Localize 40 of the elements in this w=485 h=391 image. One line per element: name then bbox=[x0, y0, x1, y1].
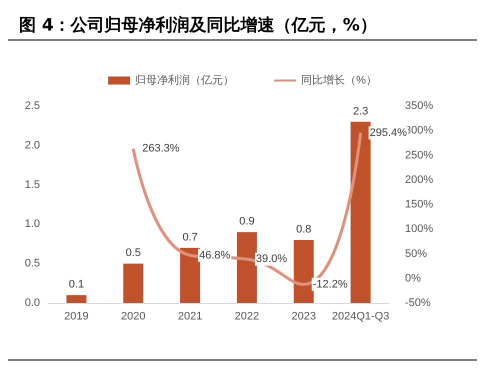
y2-tick-label: 350% bbox=[405, 100, 434, 112]
data-label: 0.1 bbox=[68, 278, 84, 291]
data-label: 0.9 bbox=[239, 216, 255, 228]
x-tick-label: 2024Q1-Q3 bbox=[332, 310, 390, 322]
y-tick-label: 0.5 bbox=[24, 258, 40, 270]
data-label: -12.2% bbox=[312, 278, 348, 290]
bar bbox=[123, 264, 144, 303]
data-label: 0.7 bbox=[182, 231, 198, 244]
bar bbox=[294, 240, 314, 303]
y2-tick-label: 250% bbox=[405, 149, 434, 162]
y2-tick-label: 50% bbox=[405, 248, 428, 260]
y2-tick-label: 0% bbox=[405, 272, 422, 284]
x-tick-label: 2023 bbox=[292, 310, 316, 322]
x-tick-label: 2022 bbox=[234, 310, 260, 322]
data-label: 0.5 bbox=[126, 247, 141, 260]
x-tick-label: 2021 bbox=[178, 310, 202, 322]
x-tick-label: 2020 bbox=[121, 310, 146, 322]
data-label: 0.8 bbox=[296, 223, 312, 236]
y2-tick-label: 150% bbox=[405, 198, 434, 210]
y2-tick-label: 100% bbox=[405, 223, 434, 236]
y-tick-label: 2.0 bbox=[24, 139, 40, 152]
bar bbox=[236, 232, 257, 303]
y-tick-label: 2.5 bbox=[24, 100, 40, 112]
y2-tick-label: -50% bbox=[405, 297, 431, 309]
data-label: 295.4% bbox=[370, 126, 408, 139]
y2-tick-label: 200% bbox=[405, 174, 434, 186]
data-label: 263.3% bbox=[142, 142, 180, 155]
data-label: 2.3 bbox=[352, 105, 368, 118]
legend-label: 归母净利润（亿元） bbox=[135, 74, 234, 86]
y-tick-label: 1.0 bbox=[24, 218, 40, 230]
bar bbox=[350, 122, 371, 303]
bar bbox=[66, 295, 86, 303]
bar bbox=[180, 248, 200, 303]
y-tick-label: 1.5 bbox=[24, 178, 40, 191]
y-tick-label: 0.0 bbox=[24, 297, 40, 309]
legend-label: 同比增长（%） bbox=[301, 74, 377, 86]
data-label: 39.0% bbox=[256, 253, 288, 266]
chart-title: 图 4：公司归母净利润及同比增速（亿元，%） bbox=[19, 16, 377, 36]
data-label: 46.8% bbox=[199, 249, 230, 262]
x-tick-label: 2019 bbox=[64, 310, 89, 322]
